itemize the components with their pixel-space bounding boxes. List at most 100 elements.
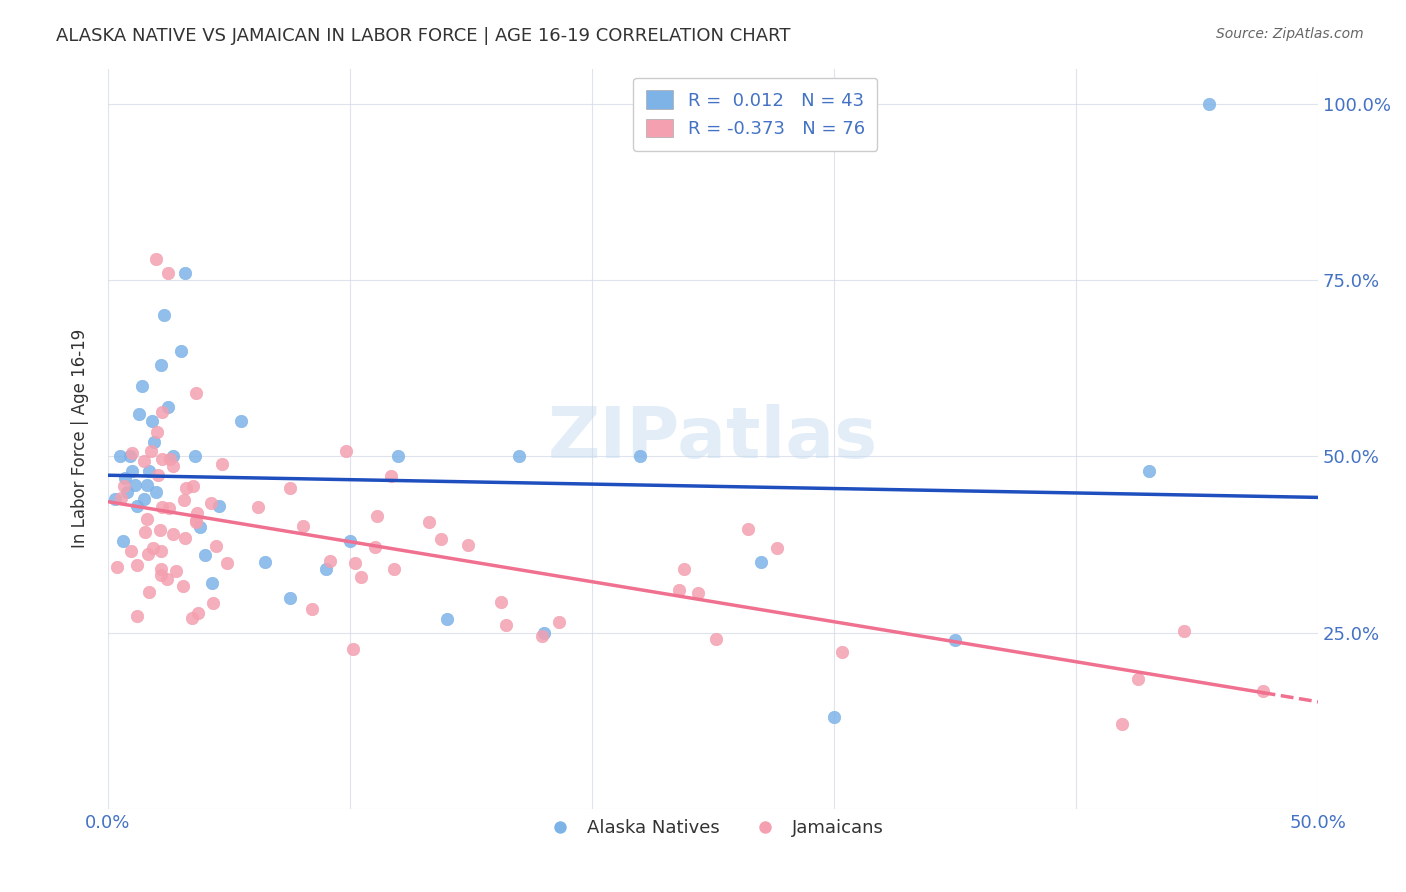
Jamaicans <box>149 524 172 538</box>
Alaska Natives <box>943 632 966 647</box>
Jamaicans <box>110 491 132 506</box>
Jamaicans <box>1126 673 1149 687</box>
Jamaicans <box>162 526 184 541</box>
Jamaicans <box>172 579 194 593</box>
Alaska Natives <box>278 591 301 605</box>
Alaska Natives <box>125 499 148 513</box>
Jamaicans <box>159 451 181 466</box>
Alaska Natives <box>174 266 197 280</box>
Alaska Natives <box>201 576 224 591</box>
Alaska Natives <box>121 464 143 478</box>
Jamaicans <box>186 513 208 527</box>
Jamaicans <box>127 558 149 573</box>
Jamaicans <box>149 562 172 576</box>
Alaska Natives <box>823 710 845 724</box>
Jamaicans <box>136 512 159 526</box>
Alaska Natives <box>184 450 207 464</box>
Jamaicans <box>107 559 129 574</box>
Jamaicans <box>157 500 180 515</box>
Jamaicans <box>430 533 453 547</box>
Jamaicans <box>364 540 387 554</box>
Jamaicans <box>139 444 162 458</box>
Jamaicans <box>548 615 571 629</box>
Jamaicans <box>1251 684 1274 698</box>
Jamaicans <box>704 632 727 647</box>
Jamaicans <box>134 454 156 468</box>
Jamaicans <box>672 562 695 576</box>
Jamaicans <box>200 496 222 510</box>
Jamaicans <box>174 531 197 545</box>
Alaska Natives <box>533 625 555 640</box>
Jamaicans <box>489 595 512 609</box>
Jamaicans <box>181 478 204 492</box>
Jamaicans <box>145 252 167 266</box>
Alaska Natives <box>128 407 150 421</box>
Alaska Natives <box>157 400 180 414</box>
Alaska Natives <box>1137 464 1160 478</box>
Alaska Natives <box>152 309 174 323</box>
Jamaicans <box>382 562 405 576</box>
Alaska Natives <box>315 562 337 576</box>
Text: ALASKA NATIVE VS JAMAICAN IN LABOR FORCE | AGE 16-19 CORRELATION CHART: ALASKA NATIVE VS JAMAICAN IN LABOR FORCE… <box>56 27 790 45</box>
Alaska Natives <box>150 358 173 372</box>
Jamaicans <box>156 572 179 586</box>
Alaska Natives <box>118 450 141 464</box>
Jamaicans <box>174 481 197 495</box>
Jamaicans <box>215 556 238 570</box>
Jamaicans <box>180 611 202 625</box>
Jamaicans <box>121 445 143 459</box>
Jamaicans <box>173 493 195 508</box>
Jamaicans <box>831 645 853 659</box>
Jamaicans <box>211 458 233 472</box>
Jamaicans <box>1111 716 1133 731</box>
Jamaicans <box>291 519 314 533</box>
Alaska Natives <box>254 555 277 569</box>
Alaska Natives <box>141 414 163 428</box>
Jamaicans <box>737 522 759 536</box>
Alaska Natives <box>117 484 139 499</box>
Alaska Natives <box>162 450 184 464</box>
Jamaicans <box>350 570 373 584</box>
Jamaicans <box>162 459 184 474</box>
Jamaicans <box>495 617 517 632</box>
Jamaicans <box>530 629 553 643</box>
Jamaicans <box>380 469 402 483</box>
Jamaicans <box>301 602 323 616</box>
Jamaicans <box>278 481 301 495</box>
Alaska Natives <box>108 450 131 464</box>
Text: Source: ZipAtlas.com: Source: ZipAtlas.com <box>1216 27 1364 41</box>
Jamaicans <box>184 516 207 530</box>
Alaska Natives <box>751 555 773 569</box>
Jamaicans <box>138 585 160 599</box>
Alaska Natives <box>508 450 530 464</box>
Alaska Natives <box>229 414 252 428</box>
Alaska Natives <box>134 491 156 506</box>
Alaska Natives <box>131 379 153 393</box>
Text: ZIPatlas: ZIPatlas <box>548 404 879 474</box>
Alaska Natives <box>111 534 134 549</box>
Jamaicans <box>343 556 366 570</box>
Jamaicans <box>668 582 690 597</box>
Jamaicans <box>184 385 207 400</box>
Jamaicans <box>186 506 208 520</box>
Alaska Natives <box>387 450 409 464</box>
Jamaicans <box>187 607 209 621</box>
Jamaicans <box>134 525 156 540</box>
Jamaicans <box>112 478 135 492</box>
Alaska Natives <box>104 491 127 506</box>
Jamaicans <box>157 266 180 280</box>
Jamaicans <box>136 547 159 561</box>
Jamaicans <box>146 425 169 440</box>
Jamaicans <box>142 541 165 555</box>
Jamaicans <box>149 568 172 582</box>
Y-axis label: In Labor Force | Age 16-19: In Labor Force | Age 16-19 <box>72 329 89 549</box>
Alaska Natives <box>188 520 211 534</box>
Alaska Natives <box>630 450 652 464</box>
Jamaicans <box>205 539 228 553</box>
Jamaicans <box>202 597 225 611</box>
Jamaicans <box>418 515 440 529</box>
Jamaicans <box>342 641 364 656</box>
Alaska Natives <box>143 435 166 450</box>
Alaska Natives <box>169 343 191 358</box>
Jamaicans <box>127 608 149 623</box>
